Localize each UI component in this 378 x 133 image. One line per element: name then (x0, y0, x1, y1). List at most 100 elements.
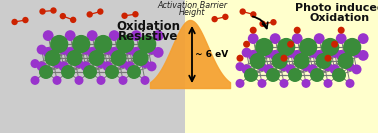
Circle shape (125, 61, 135, 71)
Circle shape (50, 35, 68, 53)
Circle shape (211, 16, 218, 22)
Circle shape (96, 59, 105, 68)
Circle shape (243, 41, 250, 48)
Circle shape (65, 30, 76, 41)
Circle shape (141, 59, 150, 68)
Circle shape (125, 45, 135, 55)
Circle shape (72, 35, 90, 53)
Circle shape (248, 50, 259, 61)
Circle shape (235, 79, 245, 88)
Circle shape (316, 53, 332, 69)
Circle shape (249, 53, 266, 69)
Circle shape (352, 48, 361, 58)
Circle shape (270, 19, 277, 25)
Circle shape (263, 48, 274, 58)
Circle shape (87, 30, 98, 41)
Circle shape (358, 33, 369, 44)
Circle shape (59, 45, 68, 55)
Circle shape (131, 47, 142, 58)
Circle shape (257, 79, 266, 88)
Circle shape (294, 27, 301, 34)
Circle shape (287, 41, 294, 48)
Circle shape (237, 55, 243, 62)
Circle shape (31, 76, 39, 85)
Circle shape (250, 27, 257, 34)
Circle shape (39, 8, 46, 15)
Text: Height: Height (179, 8, 205, 17)
Circle shape (105, 65, 119, 79)
Circle shape (110, 50, 127, 66)
Circle shape (324, 79, 333, 88)
Text: Photo induced: Photo induced (295, 3, 378, 13)
Circle shape (330, 65, 339, 74)
Circle shape (39, 65, 53, 79)
Circle shape (302, 62, 310, 71)
Circle shape (60, 13, 66, 19)
Circle shape (50, 7, 57, 14)
Circle shape (279, 62, 288, 71)
Bar (185, 0, 378, 133)
Circle shape (331, 41, 338, 48)
Circle shape (255, 38, 273, 56)
Circle shape (118, 76, 127, 85)
Circle shape (308, 48, 318, 58)
Circle shape (22, 17, 29, 23)
Circle shape (330, 48, 339, 58)
Circle shape (118, 59, 127, 68)
Circle shape (31, 59, 39, 68)
Circle shape (109, 30, 119, 41)
Circle shape (242, 48, 251, 58)
Circle shape (358, 50, 369, 61)
Circle shape (141, 76, 150, 85)
Circle shape (87, 47, 98, 58)
Circle shape (96, 76, 105, 85)
Circle shape (153, 30, 164, 41)
Circle shape (259, 21, 266, 27)
Circle shape (121, 13, 128, 19)
Circle shape (97, 8, 104, 15)
Bar (0, 0, 185, 133)
Circle shape (138, 35, 156, 53)
Circle shape (147, 61, 156, 71)
Circle shape (345, 62, 355, 71)
Circle shape (74, 76, 84, 85)
Circle shape (147, 45, 156, 55)
Circle shape (288, 68, 302, 82)
Circle shape (94, 35, 112, 53)
Circle shape (235, 62, 245, 71)
Circle shape (279, 79, 288, 88)
Circle shape (131, 30, 142, 41)
Circle shape (11, 19, 18, 25)
Circle shape (302, 79, 310, 88)
Circle shape (263, 65, 274, 74)
Circle shape (81, 45, 91, 55)
Circle shape (83, 65, 97, 79)
Circle shape (242, 65, 251, 74)
Circle shape (153, 47, 164, 58)
Circle shape (308, 65, 318, 74)
Circle shape (292, 33, 303, 44)
Circle shape (266, 68, 280, 82)
Circle shape (336, 33, 347, 44)
Circle shape (324, 55, 332, 62)
Circle shape (345, 79, 355, 88)
Circle shape (244, 68, 258, 82)
Text: Activation Barrier: Activation Barrier (157, 1, 227, 10)
Circle shape (88, 50, 105, 66)
Circle shape (314, 33, 325, 44)
Circle shape (61, 65, 75, 79)
Circle shape (37, 45, 46, 55)
Circle shape (271, 53, 288, 69)
Circle shape (37, 61, 46, 71)
Circle shape (324, 62, 333, 71)
Circle shape (43, 47, 54, 58)
Circle shape (81, 61, 91, 71)
Circle shape (67, 50, 83, 66)
Circle shape (270, 33, 280, 44)
Circle shape (45, 50, 60, 66)
Circle shape (321, 38, 339, 56)
Circle shape (87, 11, 93, 18)
Circle shape (338, 53, 354, 69)
Circle shape (280, 55, 288, 62)
Circle shape (103, 45, 113, 55)
